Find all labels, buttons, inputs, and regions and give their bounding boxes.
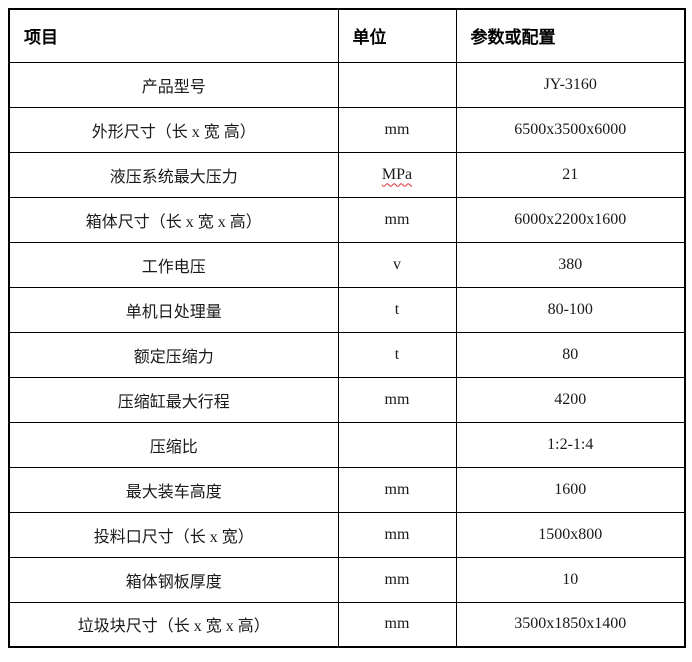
table-row: 外形尺寸（长 x 宽 高） mm 6500x3500x6000 (8, 106, 686, 153)
value-cell: 3500x1850x1400 (455, 601, 686, 648)
unit-cell: v (337, 241, 457, 288)
item-cell: 垃圾块尺寸（长 x 宽 x 高） (8, 601, 339, 648)
unit-cell: mm (337, 601, 457, 648)
item-cell: 投料口尺寸（长 x 宽） (8, 511, 339, 558)
table-row: 液压系统最大压力 MPa 21 (8, 151, 686, 198)
item-cell: 最大装车高度 (8, 466, 339, 513)
item-cell: 额定压缩力 (8, 331, 339, 378)
table-row: 投料口尺寸（长 x 宽） mm 1500x800 (8, 511, 686, 558)
table-row: 额定压缩力 t 80 (8, 331, 686, 378)
table-row: 产品型号 JY-3160 (8, 61, 686, 108)
unit-cell: mm (337, 556, 457, 603)
item-cell: 压缩比 (8, 421, 339, 468)
table-row: 箱体尺寸（长 x 宽 x 高） mm 6000x2200x1600 (8, 196, 686, 243)
value-cell: 4200 (455, 376, 686, 423)
unit-cell: mm (337, 376, 457, 423)
table-row: 单机日处理量 t 80-100 (8, 286, 686, 333)
item-cell: 产品型号 (8, 61, 339, 108)
item-cell: 外形尺寸（长 x 宽 高） (8, 106, 339, 153)
unit-cell: mm (337, 466, 457, 513)
unit-cell: mm (337, 196, 457, 243)
value-cell: 10 (455, 556, 686, 603)
item-cell: 单机日处理量 (8, 286, 339, 333)
value-cell: 6500x3500x6000 (455, 106, 686, 153)
table-row: 压缩缸最大行程 mm 4200 (8, 376, 686, 423)
header-cell-unit: 单位 (337, 8, 457, 63)
product-spec-table: 项目 单位 参数或配置 产品型号 JY-3160 外形尺寸（长 x 宽 高） m… (8, 8, 686, 648)
value-cell: 80 (455, 331, 686, 378)
unit-cell: t (337, 286, 457, 333)
value-cell: 1500x800 (455, 511, 686, 558)
table-row: 箱体钢板厚度 mm 10 (8, 556, 686, 603)
header-cell-item: 项目 (8, 8, 339, 63)
item-cell: 箱体钢板厚度 (8, 556, 339, 603)
item-cell: 箱体尺寸（长 x 宽 x 高） (8, 196, 339, 243)
unit-cell: t (337, 331, 457, 378)
value-cell: 1600 (455, 466, 686, 513)
table-row: 工作电压 v 380 (8, 241, 686, 288)
unit-text-spellchecked: MPa (381, 165, 413, 183)
item-cell: 工作电压 (8, 241, 339, 288)
unit-cell (337, 421, 457, 468)
value-cell: 380 (455, 241, 686, 288)
value-cell: JY-3160 (455, 61, 686, 108)
value-cell: 80-100 (455, 286, 686, 333)
table-header: 项目 单位 参数或配置 (8, 8, 686, 63)
table-row: 最大装车高度 mm 1600 (8, 466, 686, 513)
unit-cell: mm (337, 106, 457, 153)
header-row: 项目 单位 参数或配置 (8, 8, 686, 63)
unit-cell (337, 61, 457, 108)
value-cell: 21 (455, 151, 686, 198)
table-row: 压缩比 1:2-1:4 (8, 421, 686, 468)
table-row: 垃圾块尺寸（长 x 宽 x 高） mm 3500x1850x1400 (8, 601, 686, 648)
item-cell: 压缩缸最大行程 (8, 376, 339, 423)
header-cell-params: 参数或配置 (455, 8, 686, 63)
value-cell: 6000x2200x1600 (455, 196, 686, 243)
table-body: 产品型号 JY-3160 外形尺寸（长 x 宽 高） mm 6500x3500x… (8, 61, 686, 648)
value-cell: 1:2-1:4 (455, 421, 686, 468)
unit-cell: mm (337, 511, 457, 558)
item-cell: 液压系统最大压力 (8, 151, 339, 198)
unit-cell: MPa (337, 151, 457, 198)
